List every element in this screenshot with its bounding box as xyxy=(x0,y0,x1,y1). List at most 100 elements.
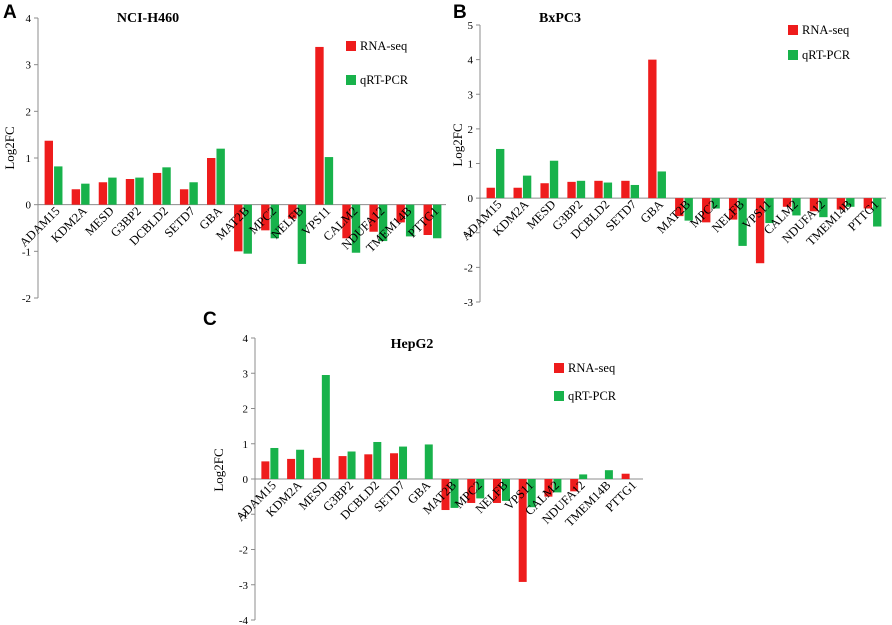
legend-label-rna-seq: RNA-seq xyxy=(802,23,850,37)
y-tick-label: 0 xyxy=(243,474,249,486)
bar-rna-seq-gba xyxy=(207,158,216,205)
bar-qrt-pcr-ndufa12 xyxy=(579,474,588,479)
y-tick-label: 4 xyxy=(468,55,474,67)
bar-rna-seq-g3bp2 xyxy=(125,179,135,205)
bar-qrt-pcr-gba xyxy=(216,148,225,205)
bar-rna-seq-adam15 xyxy=(486,187,495,199)
bar-qrt-pcr-g3bp2 xyxy=(347,451,356,479)
bar-rna-seq-mat2b xyxy=(234,204,243,252)
y-axis-label: Log2FC xyxy=(2,126,17,169)
y-tick-label: 0 xyxy=(468,193,474,205)
chart-title: HepG2 xyxy=(391,337,434,352)
panel-letter: B xyxy=(453,2,467,23)
bar-rna-seq-vps11 xyxy=(315,46,324,205)
legend-label-qrt-pcr: qRT-PCR xyxy=(802,48,851,62)
bar-qrt-pcr-nelfb xyxy=(738,198,747,246)
y-axis-label: Log2FC xyxy=(211,448,226,491)
bar-qrt-pcr-dcbld2 xyxy=(373,441,382,479)
bar-qrt-pcr-g3bp2 xyxy=(576,180,586,199)
bar-qrt-pcr-dcbld2 xyxy=(162,167,171,205)
legend-swatch-rna-seq xyxy=(346,41,356,51)
bar-qrt-pcr-mpc2 xyxy=(476,479,485,499)
bar-rna-seq-adam15 xyxy=(44,140,53,205)
bar-qrt-pcr-setd7 xyxy=(630,184,640,199)
legend-label-qrt-pcr: qRT-PCR xyxy=(568,389,617,403)
bar-qrt-pcr-gba xyxy=(657,171,666,199)
y-tick-label: 2 xyxy=(468,124,474,136)
bar-qrt-pcr-mat2b xyxy=(450,479,459,508)
y-tick-label: 1 xyxy=(468,159,474,171)
y-tick-label: -1 xyxy=(239,509,248,521)
bar-qrt-pcr-adam15 xyxy=(54,166,63,205)
y-tick-label: 0 xyxy=(26,200,32,212)
bar-rna-seq-gba xyxy=(648,59,657,199)
bar-rna-seq-nelfb xyxy=(728,198,738,220)
y-tick-label: -3 xyxy=(239,580,249,592)
bar-rna-seq-mesd xyxy=(540,183,549,199)
bar-qrt-pcr-dcbld2 xyxy=(603,182,613,199)
y-tick-label: 2 xyxy=(26,106,32,118)
bar-qrt-pcr-kdm2a xyxy=(296,449,305,479)
bar-rna-seq-mat2b xyxy=(675,198,684,217)
y-axis-label: Log2FC xyxy=(450,123,465,166)
bar-rna-seq-tmem14b xyxy=(836,198,846,210)
y-tick-label: 3 xyxy=(26,60,32,72)
x-tick-label-setd7: SETD7 xyxy=(603,197,639,233)
y-tick-label: 4 xyxy=(26,13,32,25)
y-tick-label: -3 xyxy=(464,297,474,309)
chart-title: NCI-H460 xyxy=(117,11,179,26)
bar-qrt-pcr-mpc2 xyxy=(270,204,279,239)
y-tick-label: 5 xyxy=(468,20,474,32)
legend-label-qrt-pcr: qRT-PCR xyxy=(360,73,409,87)
bar-rna-seq-ndufa12 xyxy=(369,204,378,232)
y-tick-label: -2 xyxy=(239,545,248,557)
bar-rna-seq-adam15 xyxy=(261,461,270,479)
x-tick-label-setd7: SETD7 xyxy=(162,204,198,240)
bar-rna-seq-dcbld2 xyxy=(594,180,603,199)
legend-swatch-rna-seq xyxy=(554,363,564,373)
bar-qrt-pcr-setd7 xyxy=(189,182,198,205)
legend-label-rna-seq: RNA-seq xyxy=(568,361,616,375)
bar-qrt-pcr-mesd xyxy=(108,177,117,205)
bar-qrt-pcr-calm2 xyxy=(351,204,361,253)
bar-qrt-pcr-tmem14b xyxy=(604,470,613,479)
bar-rna-seq-ndufa12 xyxy=(570,479,579,492)
bar-qrt-pcr-setd7 xyxy=(399,446,408,479)
y-tick-label: 2 xyxy=(243,404,249,416)
legend-swatch-qrt-pcr xyxy=(554,391,564,401)
bar-qrt-pcr-mat2b xyxy=(243,204,252,254)
y-tick-label: 3 xyxy=(243,368,249,380)
y-tick-label: -2 xyxy=(22,293,31,305)
bar-qrt-pcr-tmem14b xyxy=(405,204,415,237)
bar-qrt-pcr-vps11 xyxy=(324,157,334,205)
bar-rna-seq-mpc2 xyxy=(261,204,270,231)
bar-rna-seq-pttg1 xyxy=(621,473,630,479)
bar-rna-seq-calm2 xyxy=(544,479,553,497)
legend-swatch-rna-seq xyxy=(788,25,798,35)
bar-rna-seq-setd7 xyxy=(621,180,630,199)
bar-rna-seq-nelfb xyxy=(288,204,297,219)
bar-qrt-pcr-tmem14b xyxy=(846,198,855,207)
bar-rna-seq-ndufa12 xyxy=(809,198,819,212)
bar-qrt-pcr-ndufa12 xyxy=(378,204,388,242)
bar-qrt-pcr-g3bp2 xyxy=(135,177,144,205)
bar-rna-seq-calm2 xyxy=(342,204,351,239)
bar-rna-seq-pttg1 xyxy=(423,204,432,235)
bar-qrt-pcr-mesd xyxy=(549,160,559,199)
chart-panel-c: CHepG2Log2FC-4-3-2-101234ADAM15KDM2AMESD… xyxy=(203,309,643,625)
bar-rna-seq-pttg1 xyxy=(863,198,872,209)
bar-qrt-pcr-nelfb xyxy=(501,479,510,501)
bar-rna-seq-setd7 xyxy=(179,189,189,205)
y-tick-label: 1 xyxy=(26,153,32,165)
legend-swatch-qrt-pcr xyxy=(346,75,356,85)
bar-qrt-pcr-gba xyxy=(424,444,433,479)
bar-rna-seq-nelfb xyxy=(492,479,501,503)
bar-qrt-pcr-nelfb xyxy=(297,204,307,264)
panel-letter: A xyxy=(3,2,17,23)
bar-qrt-pcr-mat2b xyxy=(684,198,693,221)
panel-letter: C xyxy=(203,309,217,330)
bar-qrt-pcr-vps11 xyxy=(527,479,536,508)
bar-qrt-pcr-calm2 xyxy=(553,479,562,493)
bar-qrt-pcr-mpc2 xyxy=(711,198,720,209)
